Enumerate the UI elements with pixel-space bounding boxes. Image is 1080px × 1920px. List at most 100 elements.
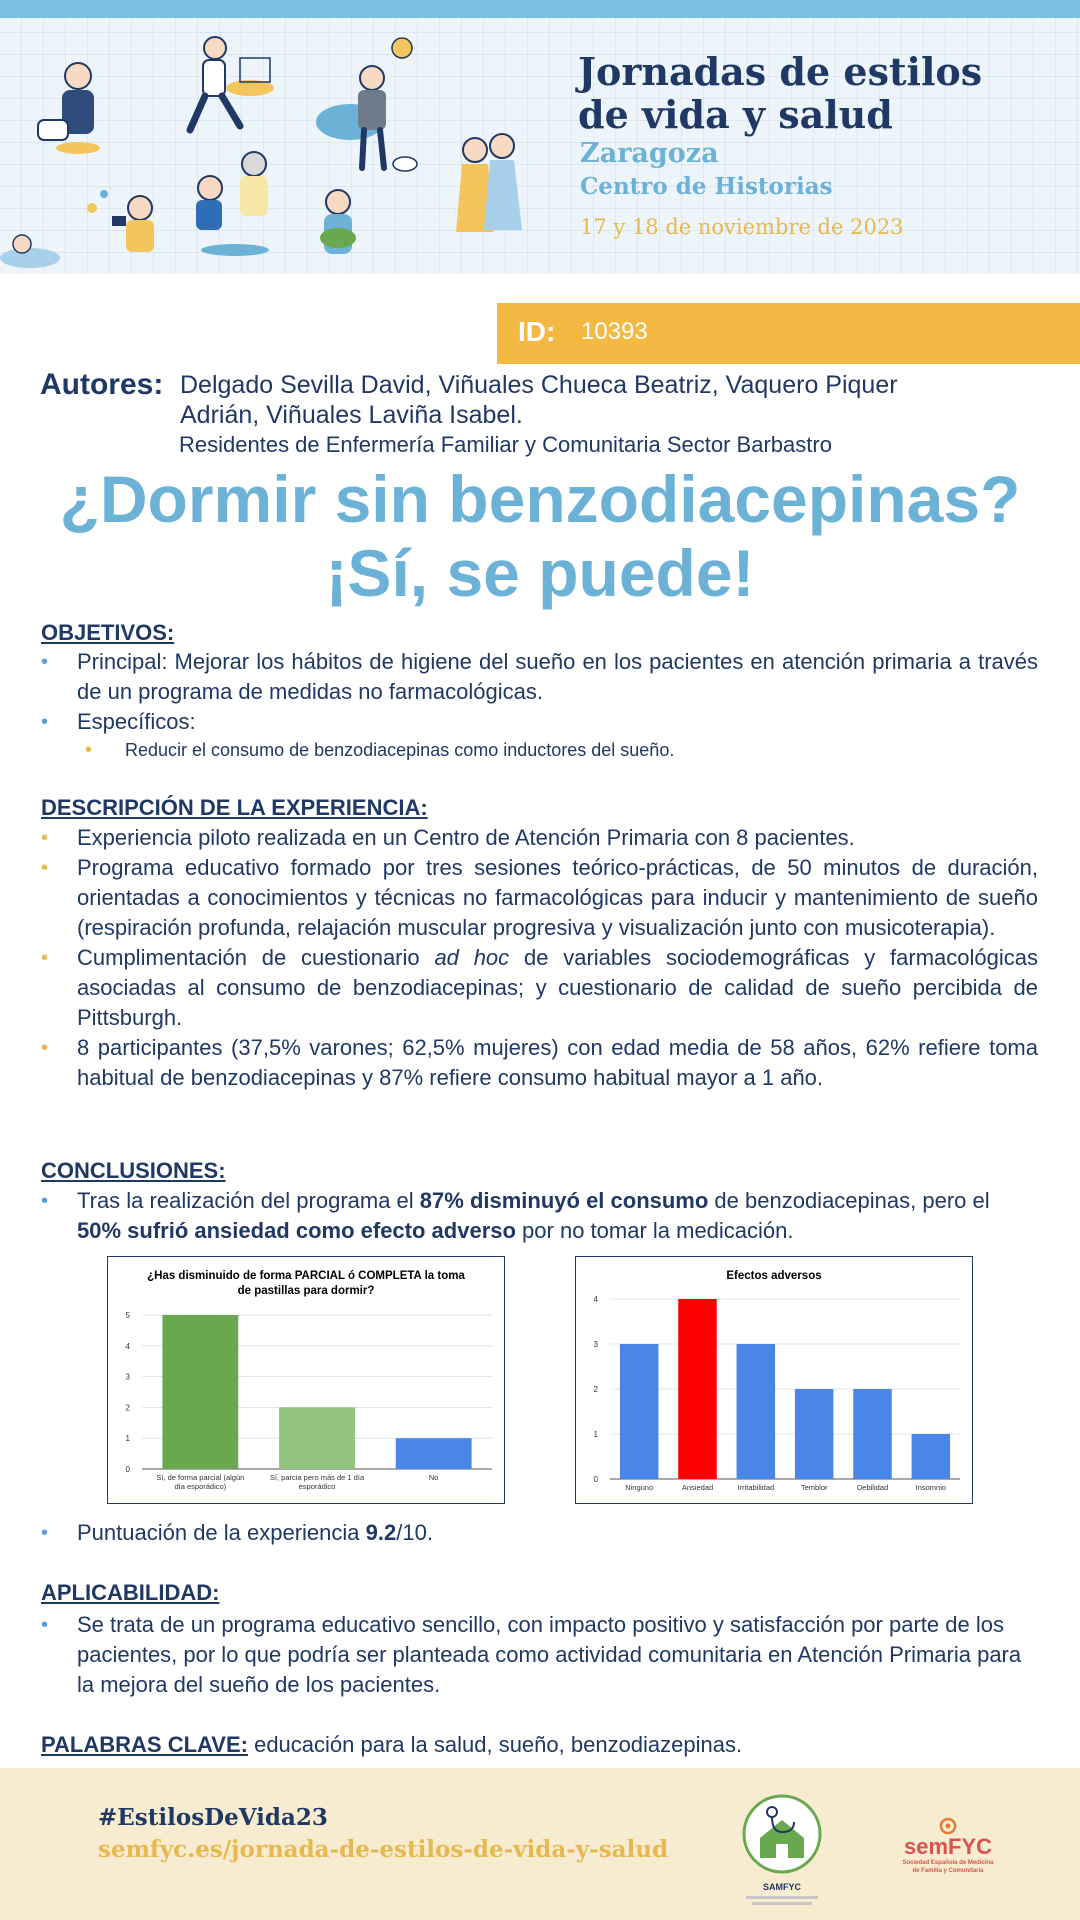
list-item: Puntuación de la experiencia 9.2/10. [41,1518,1038,1548]
id-label: ID: [518,316,556,347]
list-item: Principal: Mejorar los hábitos de higien… [41,647,1038,707]
footer-url: semfyc.es/jornada-de-estilos-de-vida-y-s… [98,1836,669,1863]
descripcion-list: Experiencia piloto realizada en un Centr… [41,823,1038,1093]
x-tick-label: esporádico [299,1482,336,1491]
section-heading-objetivos: OBJETIVOS: [41,620,175,645]
y-tick-label: 0 [594,1475,599,1484]
section-heading-aplicabilidad: APLICABILIDAD: [41,1580,220,1605]
chart-title: Efectos adversos [726,1270,821,1282]
event-dates: 17 y 18 de noviembre de 2023 [580,215,904,239]
event-city: Zaragoza [580,138,719,169]
y-tick-label: 4 [594,1295,599,1304]
authors-affiliation: Residentes de Enfermería Familiar y Comu… [179,432,832,457]
samfyc-logo-text: SAMFYC [763,1882,802,1892]
id-band [497,303,1080,364]
x-tick-label: Sí, de forma parcial (algún [156,1473,244,1482]
score-value: 9.2 [365,1520,397,1545]
text-run: Cumplimentación de cuestionario [77,945,435,970]
x-tick-label: Temblor [801,1483,828,1492]
italic-text: ad hoc [434,945,510,970]
list-item: Reducir el consumo de benzodiacepinas co… [77,735,1037,765]
x-tick-label: Irritabilidad [737,1483,774,1492]
semfyc-logo-subtitle-1: Sociedad Española de Medicina [902,1860,994,1866]
x-tick-label: Sí, parcia pero más de 1 día [270,1473,365,1482]
text-run: de variables sociodemográficas y farmaco… [77,945,1038,1030]
y-tick-label: 1 [126,1434,131,1443]
semfyc-logo: semFYC Sociedad Española de Medicina de … [902,1817,994,1874]
x-tick-label: día esporádico) [174,1482,226,1491]
chart-title: ¿Has disminuido de forma PARCIAL ó COMPL… [147,1270,465,1282]
chart-canvas: ¿Has disminuido de forma PARCIAL ó COMPL… [126,1270,492,1491]
x-tick-label: Ansiedad [682,1483,713,1492]
chart-title: de pastillas para dormir? [238,1285,375,1297]
x-tick-label: Debilidad [857,1483,888,1492]
list-item: Se trata de un programa educativo sencil… [41,1610,1031,1700]
text-run: Tras la realización del programa el [77,1188,420,1213]
x-tick-label: No [429,1473,439,1482]
y-tick-label: 3 [594,1340,599,1349]
keywords-heading: PALABRAS CLAVE: [41,1732,248,1757]
bold-text: 50% sufrió ansiedad como efecto adverso [77,1218,516,1243]
bar [736,1344,776,1479]
list-item: 8 participantes (37,5% varones; 62,5% mu… [41,1033,1038,1093]
bar-chart-reduccion: ¿Has disminuido de forma PARCIAL ó COMPL… [107,1256,505,1504]
text-run: /10. [396,1520,433,1545]
list-item: Programa educativo formado por tres sesi… [41,853,1038,943]
event-venue: Centro de Historias [580,173,833,200]
poster-title-line1: ¿Dormir sin benzodiacepinas? [59,462,1021,536]
score-list: Puntuación de la experiencia 9.2/10. [41,1518,1038,1548]
bold-text: 87% disminuyó el consumo [419,1188,709,1213]
event-title: Jornadas de estilos de vida y salud [578,50,1058,136]
bar [911,1434,951,1479]
footer-band [0,1768,1080,1920]
bar [678,1299,717,1479]
keywords-text: educación para la salud, sueño, benzodia… [247,1732,743,1757]
poster-title-line2: ¡Sí, se puede! [325,536,755,610]
bar [162,1315,239,1469]
section-heading-conclusiones: CONCLUSIONES: [41,1158,226,1183]
semfyc-logo-subtitle-2: de Familia y Comunitaria [912,1868,984,1874]
poster-title: ¿Dormir sin benzodiacepinas? ¡Sí, se pue… [0,462,1080,610]
y-tick-label: 3 [126,1373,131,1382]
x-tick-label: Insomnio [916,1483,946,1492]
y-tick-label: 2 [126,1403,131,1412]
bar [619,1344,659,1479]
bar [279,1407,355,1469]
keywords-line: PALABRAS CLAVE: educación para la salud,… [41,1732,742,1758]
text-run: Puntuación de la experiencia [77,1520,366,1545]
objetivos-list: Principal: Mejorar los hábitos de higien… [41,647,1038,737]
bar [794,1389,834,1479]
authors-names-line1: Delgado Sevilla David, Viñuales Chueca B… [180,371,898,399]
conclusiones-list: Tras la realización del programa el 87% … [41,1186,1038,1246]
authors-names: Delgado Sevilla David, Viñuales Chueca B… [180,370,980,430]
section-heading-descripcion: DESCRIPCIÓN DE LA EXPERIENCIA: [41,795,428,820]
aplicabilidad-list: Se trata de un programa educativo sencil… [41,1610,1031,1700]
y-tick-label: 5 [126,1311,131,1320]
id-value: 10393 [581,318,648,345]
authors-names-line2: Adrián, Viñuales Laviña Isabel. [180,401,523,429]
list-item: Cumplimentación de cuestionario ad hoc d… [41,943,1038,1033]
list-item: Experiencia piloto realizada en un Centr… [41,823,1038,853]
samfyc-logo: SAMFYC [742,1794,822,1905]
lifestyle-illustration [0,36,522,268]
y-tick-label: 0 [126,1465,131,1474]
y-tick-label: 4 [126,1342,131,1351]
event-header-banner [0,18,1080,274]
text-run: por no tomar la medicación. [515,1218,794,1243]
bar [853,1389,892,1479]
objetivos-sublist: Reducir el consumo de benzodiacepinas co… [77,735,1037,765]
y-tick-label: 2 [594,1385,599,1394]
footer-hashtag: #EstilosDeVida23 [98,1804,328,1831]
x-tick-label: Ninguno [625,1483,653,1492]
semfyc-logo-text: semFYC [904,1834,992,1859]
bar [395,1438,472,1469]
top-color-strip [0,0,1080,18]
y-tick-label: 1 [594,1430,599,1439]
bar-chart-efectos-adversos: Efectos adversos 0 1 2 3 4 Ninguno Ansiedad Irri… [575,1256,973,1504]
authors-label: Autores: [40,368,164,401]
event-title-line2: de vida y salud [578,92,893,137]
event-title-line1: Jornadas de estilos [578,49,983,94]
chart-canvas: Efectos adversos 0 1 2 3 4 Ninguno Ansiedad Irri… [594,1270,960,1492]
list-item: Tras la realización del programa el 87% … [41,1186,1038,1246]
text-run: de benzodiacepinas, pero el [708,1188,990,1213]
